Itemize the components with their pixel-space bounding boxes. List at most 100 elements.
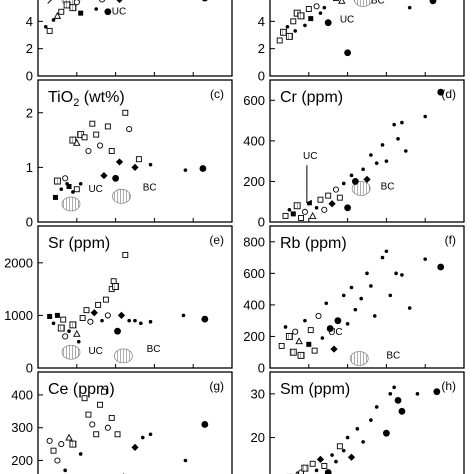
ellipse-bc [349, 351, 369, 366]
data-point [79, 315, 86, 321]
annotation-uc: UC [112, 7, 126, 18]
data-point [97, 142, 104, 149]
data-point [59, 187, 64, 192]
panel-e-frame [37, 225, 233, 369]
data-point [148, 319, 153, 324]
data-point [85, 411, 92, 418]
data-point [71, 190, 75, 194]
data-point [93, 131, 100, 138]
data-point [62, 333, 69, 340]
y-tick-label: 1 [26, 160, 33, 175]
data-point [298, 214, 304, 221]
annotation-uc: UC [340, 15, 354, 26]
data-point [404, 149, 408, 153]
data-point [293, 202, 301, 210]
data-point [324, 301, 329, 306]
data-point [50, 447, 57, 454]
data-point [374, 161, 379, 165]
data-point [326, 325, 334, 332]
data-point [318, 11, 323, 15]
ellipse-uc [61, 344, 81, 360]
data-point [83, 307, 90, 314]
data-point [102, 296, 109, 303]
data-point [131, 443, 139, 451]
data-point [53, 177, 61, 185]
data-point [407, 306, 412, 310]
data-point [384, 159, 389, 163]
data-point [341, 448, 346, 453]
data-point [285, 25, 290, 29]
panel-h-frame [269, 371, 465, 474]
data-point [73, 0, 80, 6]
data-point [127, 318, 131, 323]
data-point [66, 184, 72, 189]
data-point [63, 468, 67, 473]
data-point [100, 171, 108, 180]
data-point [396, 137, 400, 141]
data-point [394, 397, 402, 404]
data-point [330, 453, 334, 457]
data-point [301, 464, 309, 472]
data-point [140, 435, 145, 440]
annotation-bc: BC [381, 182, 395, 193]
y-tick-label: 0 [26, 215, 33, 230]
annotation-bc: BC [371, 0, 385, 7]
data-point [283, 325, 288, 329]
panel-a: 0 2 4 UC [26, 0, 233, 84]
data-point [344, 49, 351, 57]
data-point [306, 341, 312, 347]
y-tick-label: 200 [11, 453, 33, 468]
data-point [297, 12, 305, 20]
annotation-bc: BC [147, 344, 161, 355]
data-point [407, 5, 412, 10]
data-point [351, 178, 359, 185]
data-point [63, 1, 71, 9]
data-point [52, 194, 58, 200]
panel-d-letter: (d) [441, 87, 456, 101]
data-point [81, 134, 88, 141]
annotation-uc: UC [88, 184, 102, 195]
data-point [201, 421, 209, 428]
annotation-bc: BC [386, 351, 400, 362]
data-point [369, 153, 373, 157]
data-point [336, 443, 343, 450]
data-point [338, 0, 346, 4]
data-point [116, 0, 123, 4]
annotation-uc: UC [303, 151, 317, 162]
data-point [341, 293, 346, 298]
ellipse-bc [112, 188, 131, 204]
data-point [429, 0, 437, 5]
data-point [60, 316, 67, 323]
data-point [135, 156, 142, 163]
y-tick-label: 1000 [4, 308, 33, 323]
data-point [295, 470, 299, 474]
data-point [278, 342, 285, 349]
data-point [104, 312, 111, 319]
data-point [314, 206, 319, 210]
data-point [301, 208, 308, 215]
data-point [58, 8, 65, 15]
panel-d-title: Cr (ppm) [280, 89, 343, 106]
data-point [76, 339, 81, 344]
data-point [53, 11, 62, 19]
data-point [69, 136, 77, 144]
y-tick-label: 2 [26, 105, 33, 120]
data-point [104, 8, 112, 16]
data-point [81, 395, 88, 402]
data-point [309, 460, 316, 467]
data-point [148, 162, 153, 167]
data-point [67, 329, 71, 333]
data-point [93, 431, 100, 438]
data-point [58, 441, 65, 448]
data-point [437, 263, 445, 271]
panel-e: 0 1000 2000 Sr (ppm) (e) UC BC [4, 225, 233, 376]
data-point [131, 163, 139, 171]
data-point [114, 327, 121, 335]
data-point [361, 440, 365, 444]
data-point [69, 440, 77, 448]
data-point [183, 458, 188, 463]
data-point [78, 452, 83, 456]
data-point [57, 324, 65, 332]
data-point [315, 312, 322, 319]
data-point [100, 318, 104, 323]
